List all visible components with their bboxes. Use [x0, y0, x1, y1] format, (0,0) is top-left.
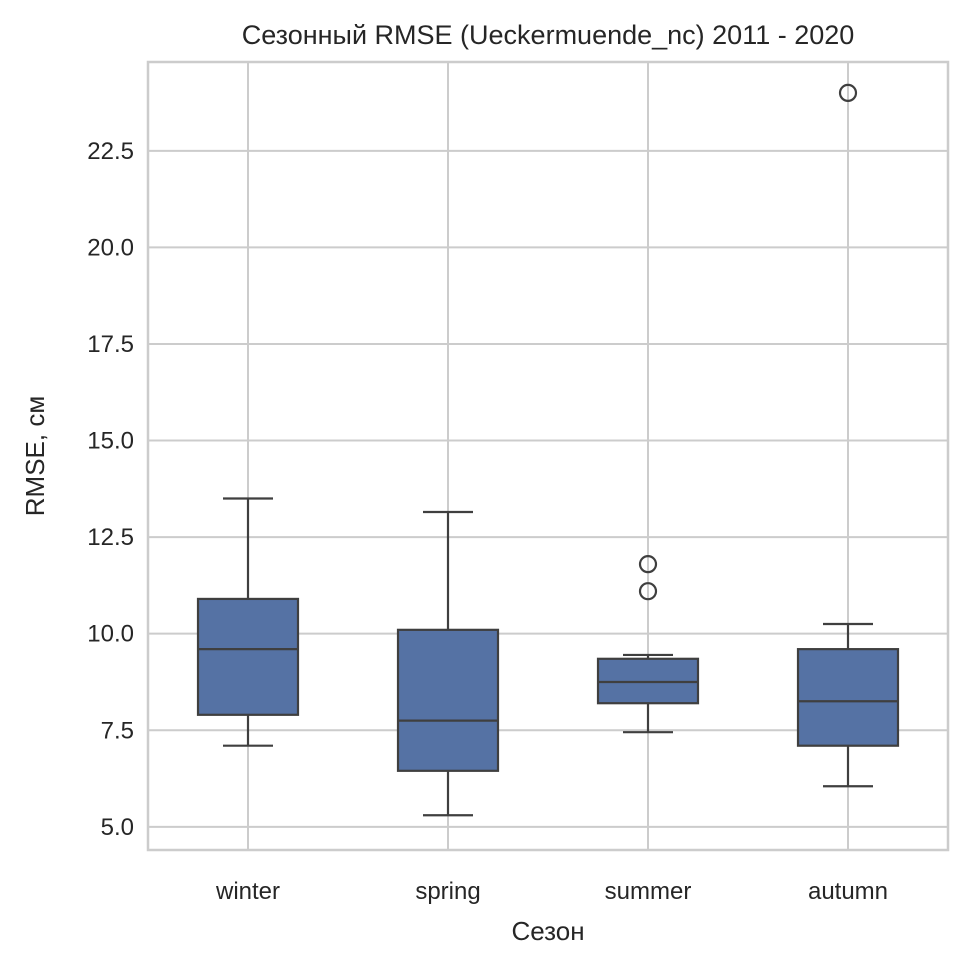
box-layer: [196, 83, 900, 817]
y-tick-label: 15.0: [87, 428, 134, 455]
x-tick-label-winter: winter: [215, 878, 280, 905]
y-tick-label: 10.0: [87, 621, 134, 648]
x-tick-label-autumn: autumn: [808, 878, 888, 905]
y-tick-label: 12.5: [87, 524, 134, 551]
box-group-winter: [196, 497, 300, 747]
y-tick-label: 22.5: [87, 138, 134, 165]
tick-layer: 5.0 7.5 10.0 12.5 15.0 17.5 20.0 22.5 winter spri…: [87, 138, 888, 905]
plot-frame: [146, 60, 950, 852]
y-axis-label: RMSE, см: [20, 396, 50, 516]
y-tick-label: 5.0: [101, 814, 134, 841]
y-tick-label: 20.0: [87, 234, 134, 261]
y-tick-label: 17.5: [87, 331, 134, 358]
outlier-point: [838, 83, 858, 103]
box-group-summer: [596, 555, 700, 734]
x-axis-label: Сезон: [511, 916, 584, 946]
y-tick-label: 7.5: [101, 717, 134, 744]
outlier-point: [638, 555, 658, 574]
iqr-box: [796, 648, 900, 747]
x-tick-label-spring: spring: [415, 878, 480, 905]
iqr-box: [196, 597, 300, 716]
outlier-point: [638, 582, 658, 601]
box-group-spring: [396, 510, 500, 817]
iqr-box: [396, 628, 500, 772]
chart-title: Сезонный RMSE (Ueckermuende_nc) 2011 - 2…: [242, 20, 855, 50]
x-tick-label-summer: summer: [605, 878, 692, 905]
box-group-autumn: [796, 83, 900, 788]
